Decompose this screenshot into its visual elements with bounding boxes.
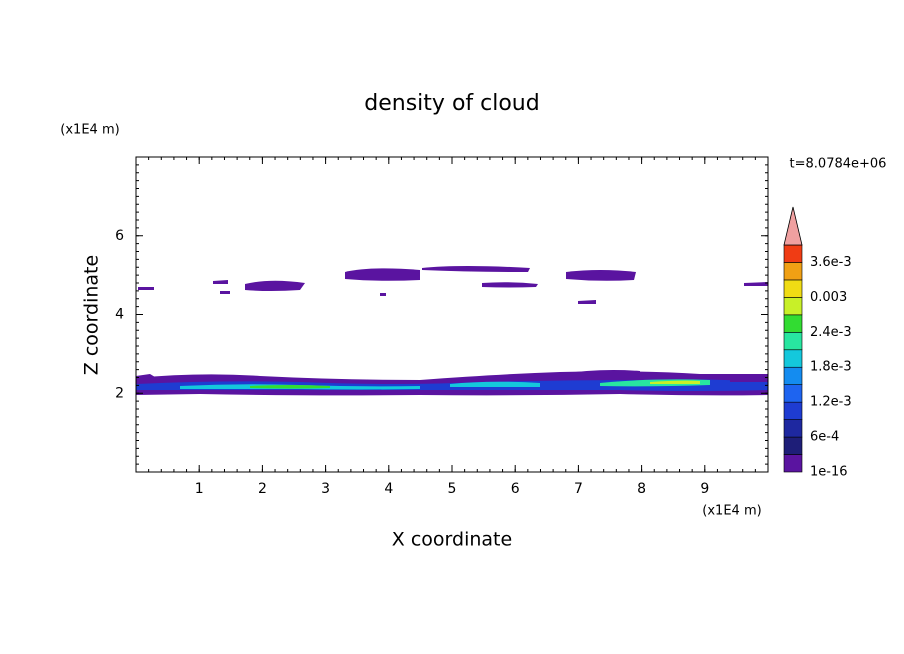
colorbar-band xyxy=(783,366,803,385)
colorbar-band xyxy=(783,279,803,298)
y-tick-label: 4 xyxy=(115,307,124,323)
colorbar-band xyxy=(783,332,803,351)
x-tick-label: 9 xyxy=(700,481,709,497)
x-tick-label: 2 xyxy=(258,481,267,497)
colorbar-band xyxy=(783,454,803,473)
colorbar-band xyxy=(783,262,803,281)
chart-title: density of cloud xyxy=(364,91,539,116)
y-axis-label: Z coordinate xyxy=(81,255,103,375)
colorbar-label: 2.4e-3 xyxy=(810,325,852,340)
colorbar-band xyxy=(783,314,803,333)
colorbar-band xyxy=(783,401,803,420)
plot-frame xyxy=(135,156,769,473)
colorbar-label: 1.8e-3 xyxy=(810,360,852,375)
colorbar-label: 0.003 xyxy=(810,290,847,305)
colorbar-label: 1.2e-3 xyxy=(810,395,852,410)
contour-field xyxy=(136,266,768,396)
colorbar-label: 1e-16 xyxy=(810,465,848,480)
colorbar-extension xyxy=(783,206,803,246)
colorbar-band xyxy=(783,419,803,438)
colorbar-band xyxy=(783,297,803,316)
x-axis-label: X coordinate xyxy=(392,529,512,551)
y-unit: (x1E4 m) xyxy=(60,123,119,138)
x-tick-label: 7 xyxy=(574,481,583,497)
x-tick-label: 6 xyxy=(511,481,520,497)
y-tick-label: 6 xyxy=(115,228,124,244)
x-tick-label: 4 xyxy=(384,481,393,497)
colorbar-band xyxy=(783,349,803,368)
time-label: t=8.0784e+06 xyxy=(790,157,887,172)
x-tick-label: 3 xyxy=(321,481,330,497)
colorbar-label: 6e-4 xyxy=(810,430,839,445)
colorbar-band xyxy=(783,436,803,455)
x-unit: (x1E4 m) xyxy=(702,504,761,519)
x-tick-label: 8 xyxy=(637,481,646,497)
colorbar-label: 3.6e-3 xyxy=(810,255,852,270)
colorbar-band xyxy=(783,244,803,263)
colorbar-band xyxy=(783,384,803,403)
x-tick-label: 1 xyxy=(195,481,204,497)
x-tick-label: 5 xyxy=(448,481,457,497)
y-tick-label: 2 xyxy=(115,385,124,401)
